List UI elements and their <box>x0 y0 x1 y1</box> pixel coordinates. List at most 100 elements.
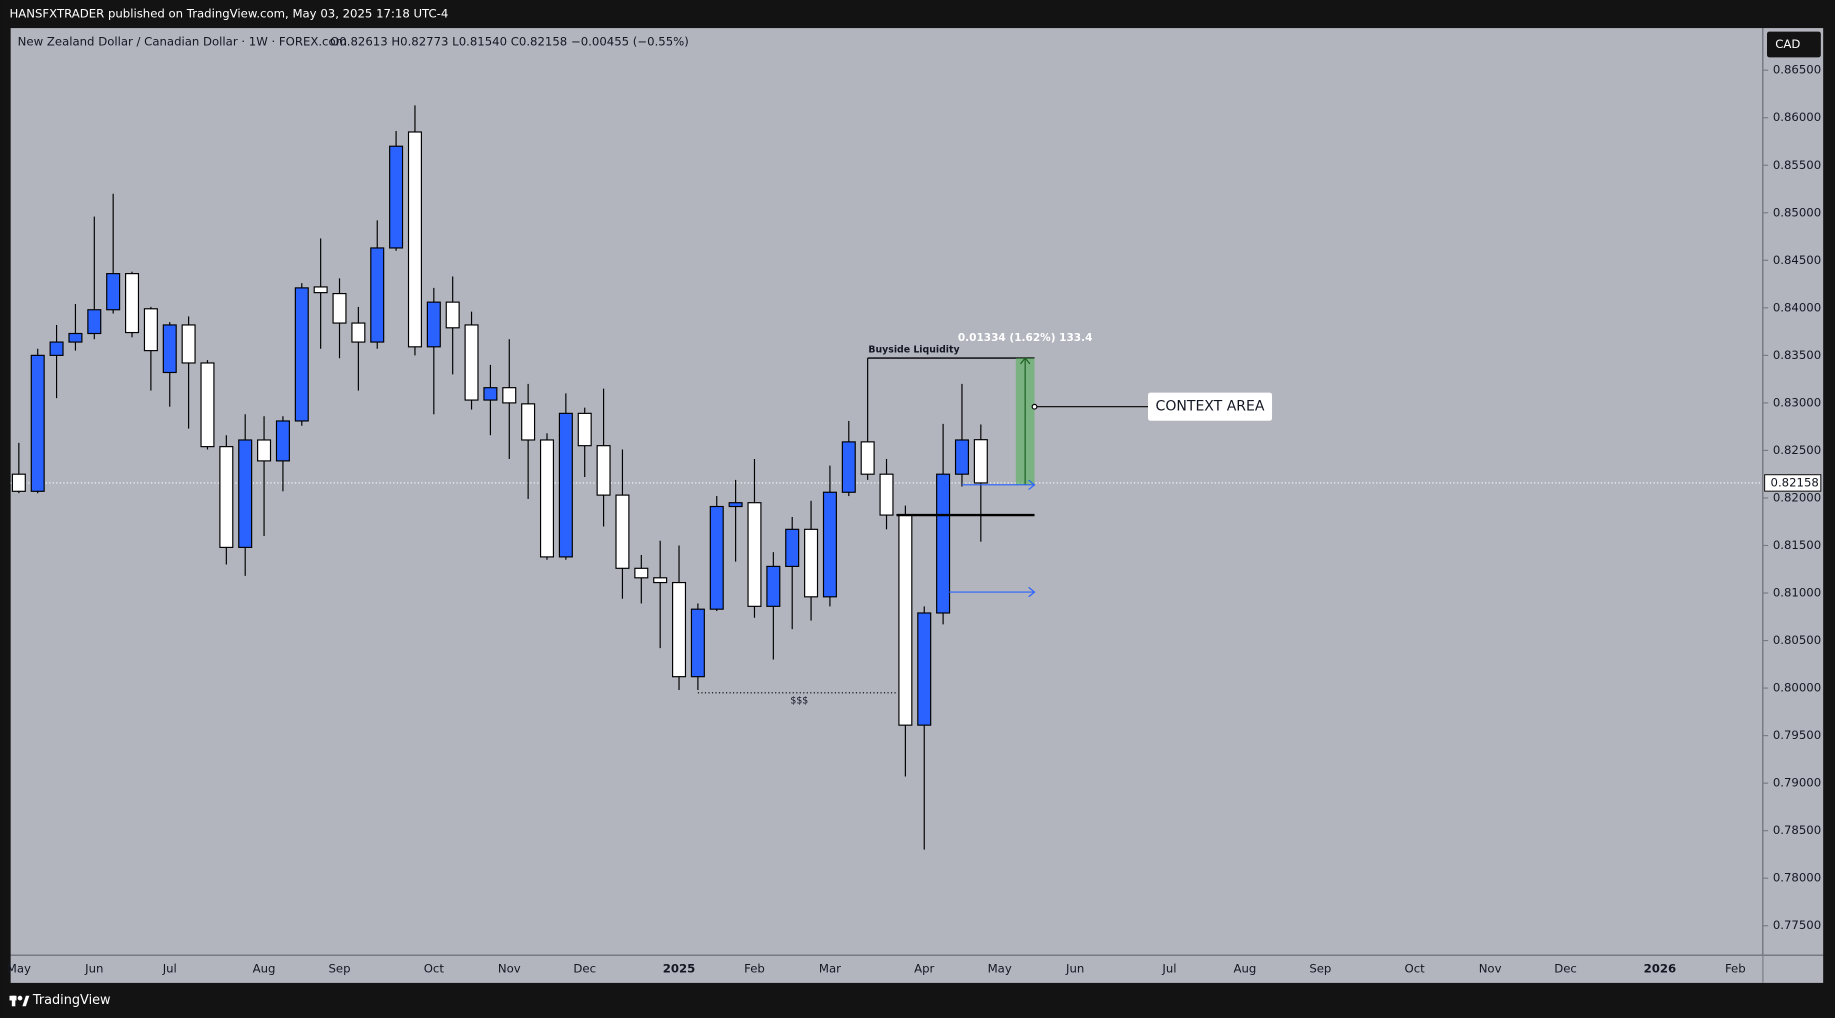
candle <box>143 306 158 391</box>
candle <box>219 435 234 565</box>
y-tick-label: 0.85500 <box>1773 158 1821 172</box>
candle <box>898 505 913 777</box>
candle-body <box>653 577 668 584</box>
candle <box>577 407 592 478</box>
y-tick-label: 0.79000 <box>1773 776 1821 790</box>
candle-body <box>841 441 856 493</box>
candle-body <box>804 528 819 598</box>
candle-body <box>483 387 498 401</box>
y-tick-label: 0.86000 <box>1773 110 1821 124</box>
candle-body <box>766 565 781 607</box>
level-arrowhead <box>1028 586 1036 598</box>
candle-body <box>898 514 913 726</box>
candle-body <box>596 445 611 496</box>
candle <box>162 322 177 407</box>
candle-body <box>68 332 83 343</box>
candle <box>841 420 856 497</box>
candle-body <box>11 473 26 492</box>
context-dot <box>1031 403 1038 410</box>
candle <box>257 416 272 536</box>
chart-title: New Zealand Dollar / Canadian Dollar · 1… <box>18 35 347 49</box>
brand: TradingView <box>32 993 111 1008</box>
candle <box>351 306 366 391</box>
candle <box>766 552 781 660</box>
x-tick-label: May <box>7 961 31 975</box>
candle-body <box>162 324 177 374</box>
ohlc-summary: O0.82613 H0.82773 L0.81540 C0.82158 −0.0… <box>330 35 689 49</box>
candle-body <box>954 439 969 475</box>
candle-body <box>445 301 460 329</box>
y-tick-label: 0.77500 <box>1773 918 1821 932</box>
x-tick-label: Nov <box>498 961 521 975</box>
published-line: HANSFXTRADER published on TradingView.co… <box>9 7 448 21</box>
y-tick-label: 0.83000 <box>1773 395 1821 409</box>
candle-body <box>936 473 951 614</box>
candle <box>181 316 196 429</box>
y-tick-label: 0.79500 <box>1773 728 1821 742</box>
candle <box>558 393 573 560</box>
brand-logo <box>9 995 30 1007</box>
x-tick-label: Jul <box>1161 961 1176 975</box>
candle <box>917 606 932 850</box>
x-tick-label: Dec <box>1554 961 1577 975</box>
candle <box>332 278 347 359</box>
x-tick-label: Feb <box>1725 961 1746 975</box>
x-tick-label: Jun <box>1065 961 1084 975</box>
candle <box>445 276 460 375</box>
candle <box>49 324 64 399</box>
candle-body <box>917 612 932 726</box>
measure-label: 0.01334 (1.62%) 133.4 <box>958 332 1093 344</box>
candle-body <box>502 387 517 404</box>
candle-body <box>370 247 385 343</box>
candle-body <box>426 301 441 348</box>
time-axis <box>10 955 1824 983</box>
y-tick-label: 0.85000 <box>1773 205 1821 219</box>
candle-body <box>577 412 592 447</box>
candle-body <box>332 292 347 324</box>
candle-body <box>521 403 536 441</box>
candle-body <box>728 502 743 508</box>
candle <box>690 603 705 690</box>
candle-body <box>973 439 988 484</box>
x-tick-label: Mar <box>819 961 841 975</box>
candle <box>464 311 479 410</box>
context-label: CONTEXT AREA <box>1156 399 1265 415</box>
context-box <box>1148 392 1273 421</box>
candle-body <box>106 273 121 311</box>
x-tick-label: Oct <box>1405 961 1426 975</box>
candle <box>804 500 819 621</box>
candle <box>879 458 894 530</box>
y-tick-label: 0.81000 <box>1773 586 1821 600</box>
candle <box>539 433 555 560</box>
candle <box>238 414 253 576</box>
candle-body <box>200 362 215 448</box>
candle <box>389 131 404 251</box>
candle <box>30 348 45 494</box>
candle <box>68 304 83 351</box>
x-tick-label: Sep <box>1309 961 1331 975</box>
candle <box>426 287 441 415</box>
candle-body <box>238 439 253 548</box>
level-arrowhead <box>1028 479 1036 490</box>
price-badge <box>1764 474 1822 492</box>
candle-body <box>294 287 309 422</box>
y-tick-label: 0.78000 <box>1773 871 1821 885</box>
candle <box>785 516 800 630</box>
candle-body <box>389 145 404 249</box>
candle <box>294 283 309 426</box>
x-tick-label: 2025 <box>663 961 696 975</box>
candle-body <box>181 324 196 364</box>
x-tick-label: Nov <box>1479 961 1502 975</box>
candle-body <box>822 491 837 598</box>
currency-label: CAD <box>1775 37 1800 51</box>
y-tick-label: 0.78500 <box>1773 823 1821 837</box>
candle <box>275 416 290 492</box>
candle <box>106 193 121 314</box>
candle-body <box>690 608 705 678</box>
y-tick-label: 0.86500 <box>1773 63 1821 77</box>
candle-body <box>30 354 45 492</box>
candle-body <box>313 286 328 294</box>
candle <box>11 442 26 494</box>
candle <box>483 364 498 436</box>
candle-body <box>672 581 687 678</box>
